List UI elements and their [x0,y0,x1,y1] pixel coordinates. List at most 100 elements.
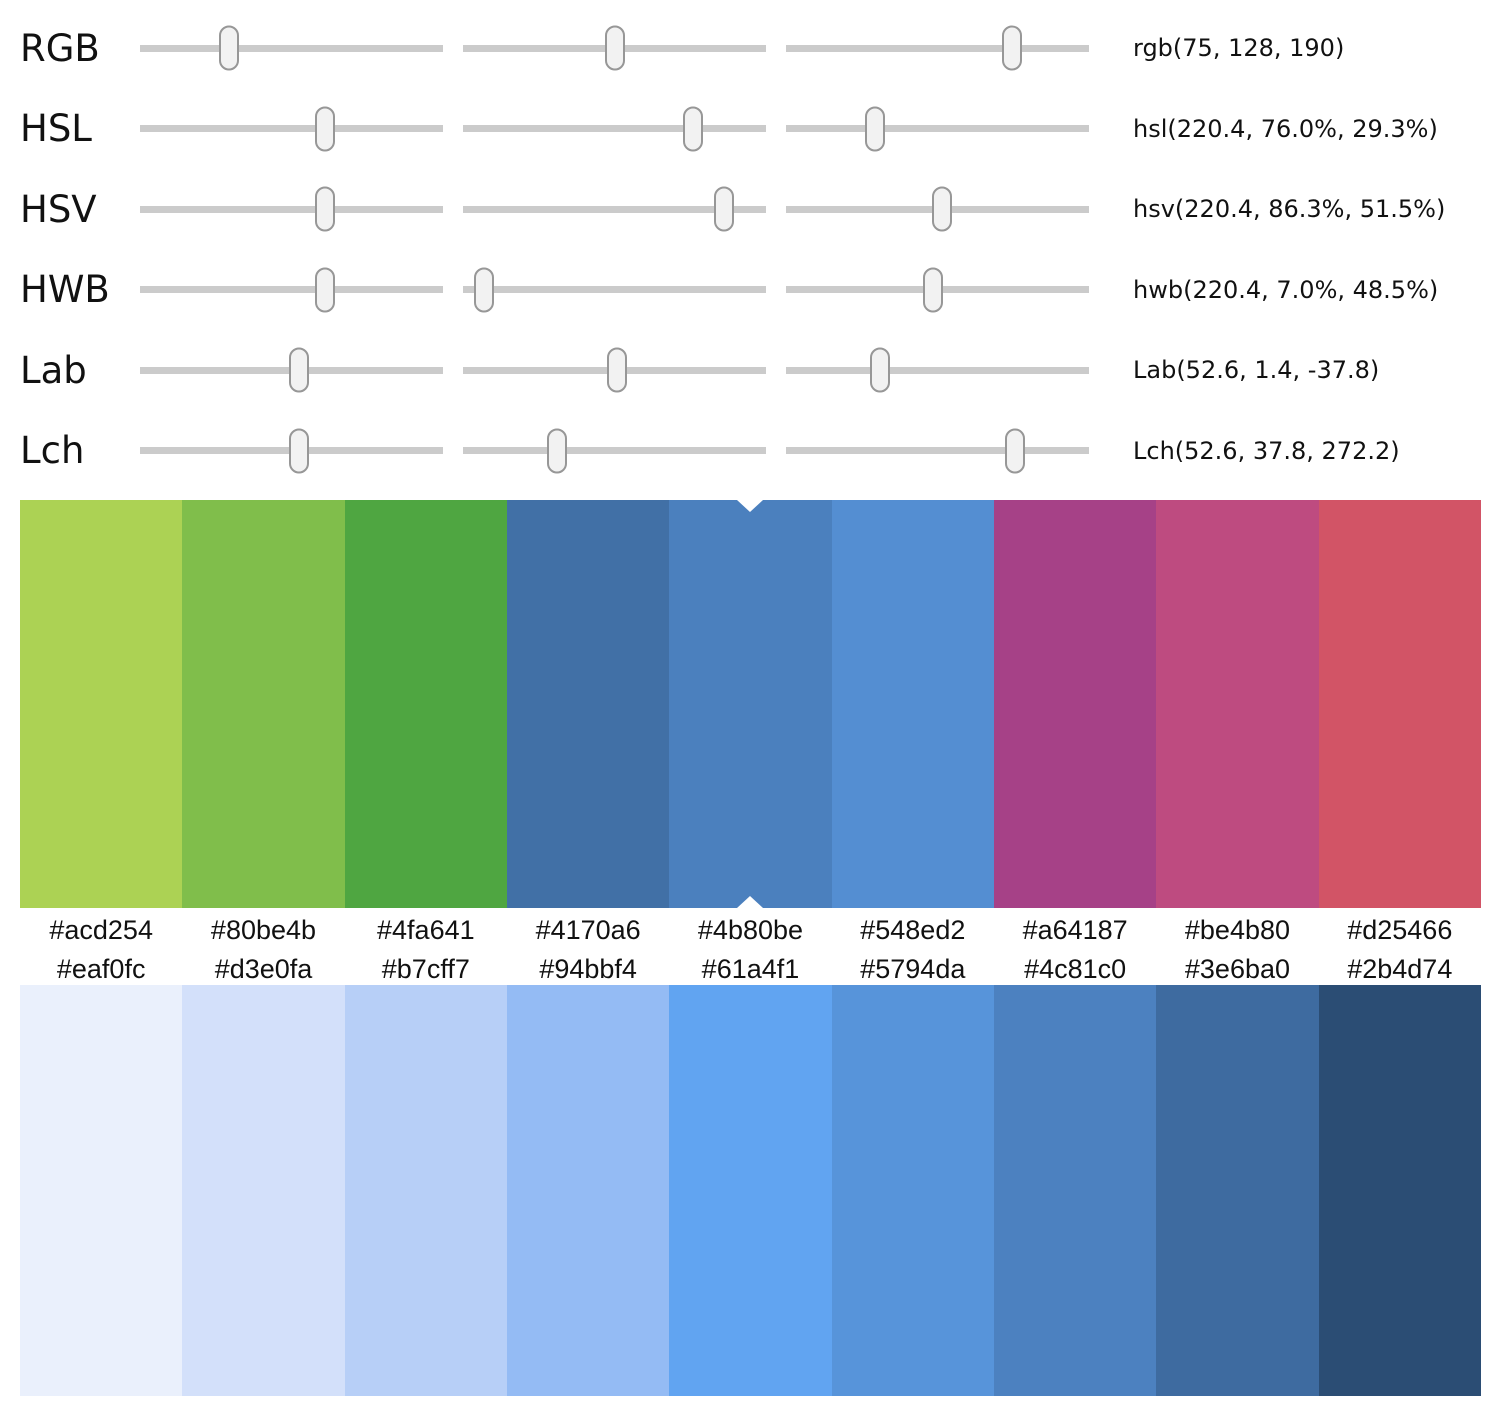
shade-hex-label-2: #b7cff7 [381,953,470,984]
slider-track [140,125,443,133]
selected-color-marker-top-icon [737,500,764,512]
shade-swatch-8[interactable] [1318,985,1481,1396]
slider-thumb[interactable] [315,186,336,232]
slider-thumb[interactable] [1005,428,1026,474]
hue-swatch-4[interactable] [669,500,832,908]
slider-thumb[interactable] [289,347,310,393]
slider-thumb[interactable] [289,428,310,474]
slider-value-readout-rgb: rgb(75, 128, 190) [1133,34,1345,63]
slider-track [786,125,1089,133]
slider-thumb[interactable] [546,428,567,474]
shade-swatch-7[interactable] [1156,985,1319,1396]
slider-track [463,286,766,294]
slider-rgb-channel-2[interactable] [463,8,766,89]
slider-hwb-channel-3[interactable] [786,250,1089,331]
slider-hsl-channel-2[interactable] [463,89,766,170]
slider-hwb-channel-2[interactable] [463,250,766,331]
slider-thumb[interactable] [683,106,704,152]
shade-hex-label-3: #94bbf4 [539,953,637,984]
shade-hex-label-6: #4c81c0 [1024,953,1127,984]
slider-track [463,205,766,213]
slider-thumb[interactable] [315,267,336,313]
slider-row-label-hwb: HWB [20,268,110,312]
slider-rgb-channel-1[interactable] [140,8,443,89]
slider-track [463,447,766,455]
shade-hex-label-4: #61a4f1 [701,953,800,984]
slider-row-hsl: HSL hsl(220.4, 76.0%, 29.3%) [0,89,1501,170]
slider-thumb[interactable] [922,267,943,313]
slider-lab-channel-1[interactable] [140,330,443,411]
hue-hex-label-4: #4b80be [697,915,804,945]
slider-row-rgb: RGB rgb(75, 128, 190) [0,8,1501,89]
slider-thumb[interactable] [714,186,735,232]
shade-hex-label-5: #5794da [860,953,966,984]
slider-value-readout-hwb: hwb(220.4, 7.0%, 48.5%) [1133,275,1439,304]
slider-track [140,205,443,213]
hue-swatch-1[interactable] [182,500,345,908]
hue-hex-label-7: #be4b80 [1184,915,1291,945]
slider-hsl-channel-1[interactable] [140,89,443,170]
shade-hex-label-7: #3e6ba0 [1184,953,1291,984]
shade-swatch-6[interactable] [993,985,1157,1396]
slider-lab-channel-3[interactable] [786,330,1089,411]
slider-thumb[interactable] [474,267,495,313]
hue-hex-label-3: #4170a6 [535,915,641,945]
slider-row-label-lab: Lab [20,348,87,392]
slider-track [140,286,443,294]
slider-row-label-hsl: HSL [20,107,92,151]
slider-row-lab: Lab Lab(52.6, 1.4, -37.8) [0,330,1501,411]
shade-swatch-2[interactable] [344,985,507,1396]
hue-swatch-6[interactable] [993,500,1157,908]
slider-row-label-lch: Lch [20,429,85,473]
slider-panel: RGB rgb(75, 128, 190) HSL hsl(220.4, 76.0%,… [0,0,1501,491]
slider-track [463,125,766,133]
hue-swatch-5[interactable] [831,500,994,908]
slider-hsl-channel-3[interactable] [786,89,1089,170]
slider-value-readout-lab: Lab(52.6, 1.4, -37.8) [1133,356,1380,385]
hue-palette [20,500,1481,908]
slider-row-label-hsv: HSV [20,187,97,231]
slider-thumb[interactable] [606,347,627,393]
slider-lch-channel-3[interactable] [786,411,1089,492]
slider-hsv-channel-3[interactable] [786,169,1089,250]
slider-thumb[interactable] [1001,25,1022,71]
hue-swatch-8[interactable] [1318,500,1481,908]
hue-swatch-3[interactable] [506,500,670,908]
slider-hwb-channel-1[interactable] [140,250,443,331]
hue-swatch-2[interactable] [344,500,507,908]
slider-thumb[interactable] [870,347,891,393]
shade-swatch-4[interactable] [669,985,832,1396]
slider-lch-channel-1[interactable] [140,411,443,492]
slider-row-lch: Lch Lch(52.6, 37.8, 272.2) [0,411,1501,492]
slider-lab-channel-2[interactable] [463,330,766,411]
slider-track [786,366,1089,374]
slider-thumb[interactable] [932,186,953,232]
slider-track [140,44,443,52]
slider-thumb[interactable] [315,106,336,152]
slider-value-readout-hsv: hsv(220.4, 86.3%, 51.5%) [1133,195,1446,224]
slider-track [786,447,1089,455]
slider-value-readout-hsl: hsl(220.4, 76.0%, 29.3%) [1133,114,1438,143]
hue-swatch-0[interactable] [20,500,183,908]
slider-thumb[interactable] [605,25,626,71]
hue-hex-label-5: #548ed2 [860,915,966,945]
hue-hex-label-0: #acd254 [49,915,153,945]
hue-swatch-7[interactable] [1156,500,1319,908]
shade-hex-label-8: #2b4d74 [1347,953,1453,984]
slider-row-hsv: HSV hsv(220.4, 86.3%, 51.5%) [0,169,1501,250]
shade-swatch-0[interactable] [20,985,183,1396]
slider-thumb[interactable] [864,106,885,152]
shade-hex-labels: #eaf0fc #d3e0fa #b7cff7 #94bbf4 #61a4f1 #5794… [20,953,1481,985]
slider-rgb-channel-3[interactable] [786,8,1089,89]
hue-hex-labels: #acd254 #80be4b #4fa641 #4170a6 #4b80be #548e… [20,908,1481,953]
hue-hex-label-2: #4fa641 [377,915,475,945]
hue-hex-label-8: #d25466 [1347,915,1453,945]
shade-swatch-3[interactable] [506,985,670,1396]
slider-hsv-channel-2[interactable] [463,169,766,250]
slider-thumb[interactable] [219,25,240,71]
slider-lch-channel-2[interactable] [463,411,766,492]
slider-hsv-channel-1[interactable] [140,169,443,250]
shade-swatch-5[interactable] [831,985,994,1396]
shade-swatch-1[interactable] [182,985,345,1396]
shade-palette [20,985,1481,1396]
